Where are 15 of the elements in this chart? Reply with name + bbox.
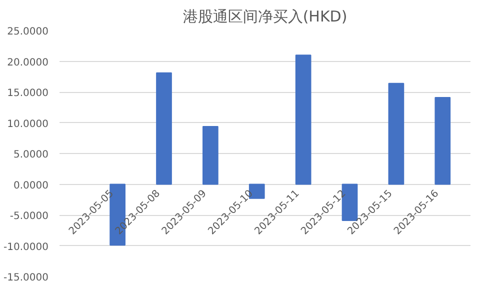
y-tick-label: -10.0000 — [4, 242, 49, 253]
bar — [202, 126, 218, 185]
y-tick-label: 20.0000 — [7, 57, 49, 68]
y-tick-label: 15.0000 — [7, 88, 49, 99]
bar — [156, 72, 172, 185]
y-tick-label: 0.0000 — [14, 180, 49, 192]
y-tick-label: -5.0000 — [10, 211, 49, 222]
bar — [434, 97, 451, 185]
y-tick-label: 5.0000 — [14, 150, 49, 160]
bar — [388, 82, 404, 185]
bar — [295, 54, 312, 185]
y-tick-label: 25.0000 — [7, 26, 49, 38]
chart-title: 港股通区间净买入(HKD) — [182, 8, 348, 26]
y-tick-label: 10.0000 — [7, 118, 49, 130]
y-tick-label: -15.0000 — [4, 272, 49, 284]
